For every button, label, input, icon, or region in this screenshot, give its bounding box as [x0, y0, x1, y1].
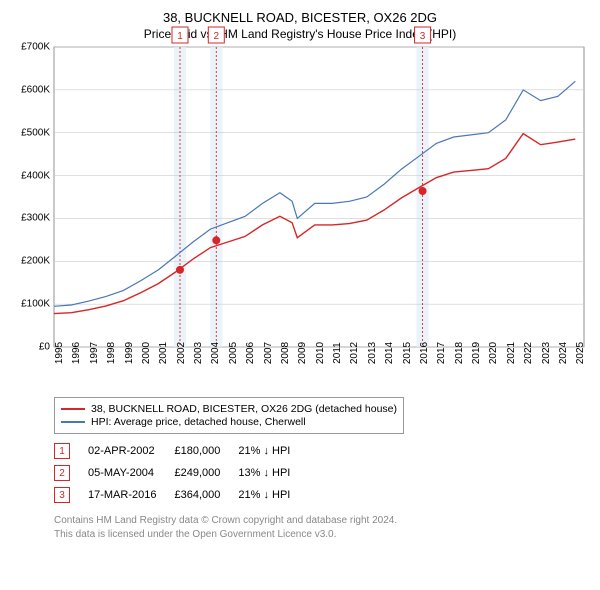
chart-area: 123 £0£100K£200K£300K£400K£500K£600K£700…: [8, 47, 592, 389]
marker-index-box: 1: [54, 443, 70, 459]
svg-text:2: 2: [214, 31, 220, 42]
legend-label: HPI: Average price, detached house, Cher…: [91, 416, 306, 428]
y-tick-label: £600K: [21, 84, 50, 95]
marker-row: 3 17-MAR-2016£364,00021% ↓ HPI: [54, 484, 308, 506]
marker-index-box: 2: [54, 465, 70, 481]
footer-attribution: Contains HM Land Registry data © Crown c…: [54, 514, 592, 541]
y-tick-label: £200K: [21, 256, 50, 267]
y-tick-label: £0: [39, 342, 50, 353]
marker-delta: 21% ↓ HPI: [238, 440, 308, 462]
legend: 38, BUCKNELL ROAD, BICESTER, OX26 2DG (d…: [54, 397, 404, 434]
marker-row: 1 02-APR-2002£180,00021% ↓ HPI: [54, 440, 308, 462]
chart-svg: 123: [54, 47, 584, 347]
marker-date: 02-APR-2002: [88, 440, 174, 462]
chart-title: 38, BUCKNELL ROAD, BICESTER, OX26 2DG: [8, 10, 592, 25]
legend-label: 38, BUCKNELL ROAD, BICESTER, OX26 2DG (d…: [91, 403, 397, 415]
footer-line-1: Contains HM Land Registry data © Crown c…: [54, 514, 592, 528]
marker-index-box: 3: [54, 487, 70, 503]
marker-table: 1 02-APR-2002£180,00021% ↓ HPI 2 05-MAY-200…: [54, 440, 308, 506]
marker-price: £249,000: [174, 462, 238, 484]
legend-row-hpi: HPI: Average price, detached house, Cher…: [61, 416, 397, 428]
legend-swatch: [61, 408, 85, 410]
marker-date: 05-MAY-2004: [88, 462, 174, 484]
legend-row-price_paid: 38, BUCKNELL ROAD, BICESTER, OX26 2DG (d…: [61, 403, 397, 415]
marker-date: 17-MAR-2016: [88, 484, 174, 506]
x-tick-label: 2025: [575, 342, 600, 364]
marker-delta: 21% ↓ HPI: [238, 484, 308, 506]
y-tick-label: £400K: [21, 170, 50, 181]
svg-text:3: 3: [420, 31, 426, 42]
y-tick-label: £100K: [21, 299, 50, 310]
y-tick-label: £700K: [21, 42, 50, 53]
footer-line-2: This data is licensed under the Open Gov…: [54, 528, 592, 542]
marker-price: £180,000: [174, 440, 238, 462]
marker-price: £364,000: [174, 484, 238, 506]
legend-swatch: [61, 421, 85, 423]
svg-text:1: 1: [177, 31, 183, 42]
chart-subtitle: Price paid vs. HM Land Registry's House …: [8, 27, 592, 41]
marker-delta: 13% ↓ HPI: [238, 462, 308, 484]
y-tick-label: £300K: [21, 213, 50, 224]
marker-row: 2 05-MAY-2004£249,00013% ↓ HPI: [54, 462, 308, 484]
y-tick-label: £500K: [21, 127, 50, 138]
